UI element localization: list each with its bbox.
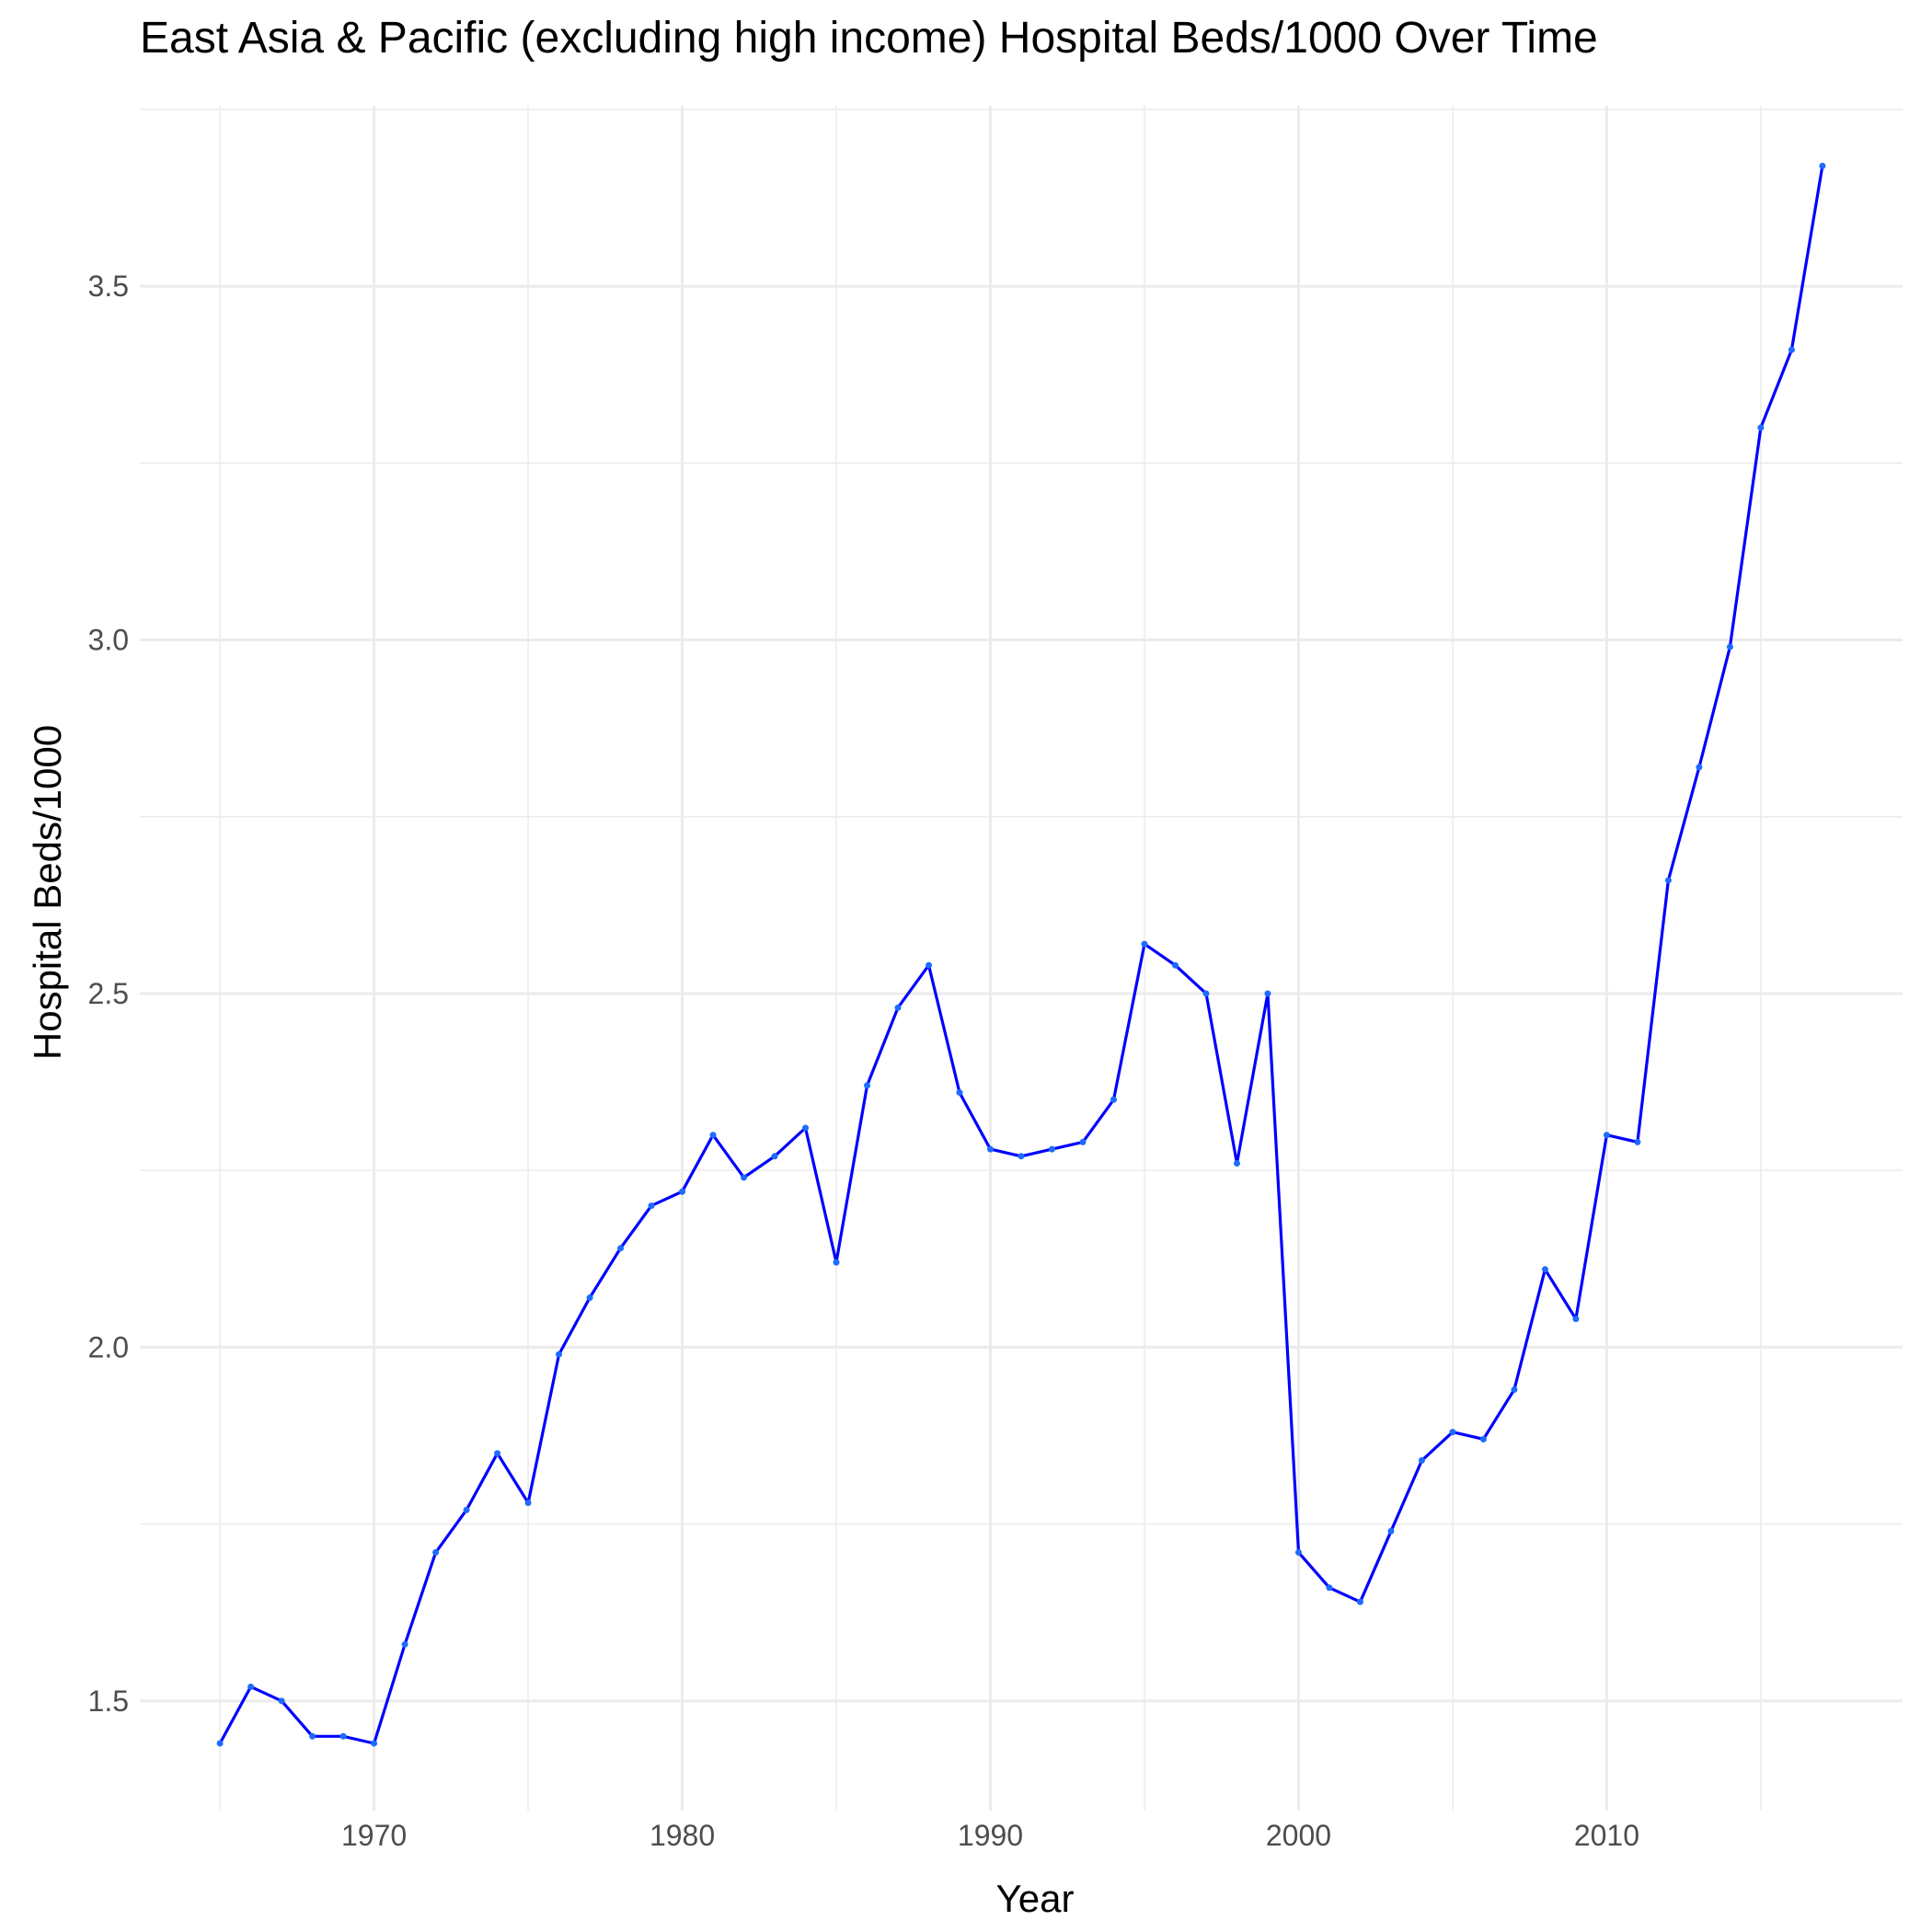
x-axis-label: Year	[995, 1877, 1075, 1920]
data-point	[1511, 1386, 1518, 1394]
data-point	[894, 1004, 902, 1011]
x-tick-label: 1970	[341, 1819, 407, 1852]
data-point	[278, 1697, 285, 1705]
data-point	[1171, 961, 1179, 969]
data-point	[1603, 1132, 1610, 1139]
data-point	[371, 1740, 378, 1747]
series-line	[218, 166, 1824, 1745]
data-point	[1079, 1138, 1087, 1145]
data-point	[586, 1294, 593, 1302]
data-point	[1449, 1429, 1456, 1436]
chart-title: East Asia & Pacific (excluding high inco…	[140, 14, 1598, 63]
x-tick-label: 2000	[1266, 1819, 1331, 1852]
data-point	[833, 1259, 840, 1266]
data-point	[648, 1202, 655, 1210]
y-tick-label: 2.0	[88, 1330, 129, 1363]
data-point	[709, 1132, 717, 1139]
data-point	[1418, 1456, 1425, 1464]
data-point	[617, 1245, 625, 1252]
data-point	[1387, 1527, 1395, 1535]
data-point	[741, 1174, 748, 1181]
x-tick-label: 1980	[650, 1819, 715, 1852]
data-point	[1541, 1266, 1548, 1273]
data-point	[401, 1640, 408, 1648]
data-point	[1233, 1159, 1240, 1167]
data-point	[463, 1506, 470, 1513]
major-gridlines	[140, 106, 1903, 1811]
data-point	[216, 1740, 224, 1747]
data-point	[1696, 764, 1703, 771]
data-point	[1479, 1435, 1487, 1443]
data-point	[771, 1153, 778, 1160]
data-point	[1572, 1316, 1580, 1323]
data-point	[1294, 1548, 1302, 1556]
x-tick-label: 2010	[1574, 1819, 1639, 1852]
data-point	[987, 1145, 995, 1153]
data-point	[432, 1548, 440, 1556]
data-point	[309, 1732, 316, 1740]
data-point	[494, 1450, 501, 1457]
data-point	[247, 1683, 255, 1690]
data-point	[1664, 877, 1672, 884]
data-point	[1202, 990, 1210, 997]
data-point	[524, 1500, 532, 1507]
y-tick-label: 1.5	[88, 1685, 129, 1718]
data-point	[1018, 1153, 1025, 1160]
data-point	[339, 1732, 347, 1740]
y-tick-label: 3.0	[88, 624, 129, 657]
data-point	[1356, 1598, 1363, 1605]
data-point	[1048, 1145, 1055, 1153]
y-tick-labels: 1.5 2.0 2.5 3.0 3.5	[88, 270, 129, 1718]
data-point	[1326, 1584, 1333, 1592]
data-point	[864, 1082, 871, 1089]
data-point	[1788, 346, 1795, 353]
data-point	[1757, 424, 1765, 431]
data-point	[1110, 1096, 1117, 1103]
series-group	[216, 162, 1826, 1747]
data-point	[802, 1124, 810, 1132]
data-point	[1634, 1138, 1641, 1145]
y-tick-label: 3.5	[88, 270, 129, 303]
minor-gridlines	[140, 106, 1903, 1811]
x-tick-labels: 1970 1980 1990 2000 2010	[341, 1819, 1639, 1852]
data-point	[679, 1188, 686, 1195]
data-point	[1726, 643, 1733, 650]
x-tick-label: 1990	[958, 1819, 1023, 1852]
data-point	[1819, 162, 1826, 169]
data-point	[556, 1351, 563, 1358]
data-point	[926, 961, 933, 969]
data-point	[956, 1089, 963, 1097]
data-point	[1264, 990, 1271, 997]
data-point	[1141, 940, 1148, 948]
y-tick-label: 2.5	[88, 977, 129, 1010]
